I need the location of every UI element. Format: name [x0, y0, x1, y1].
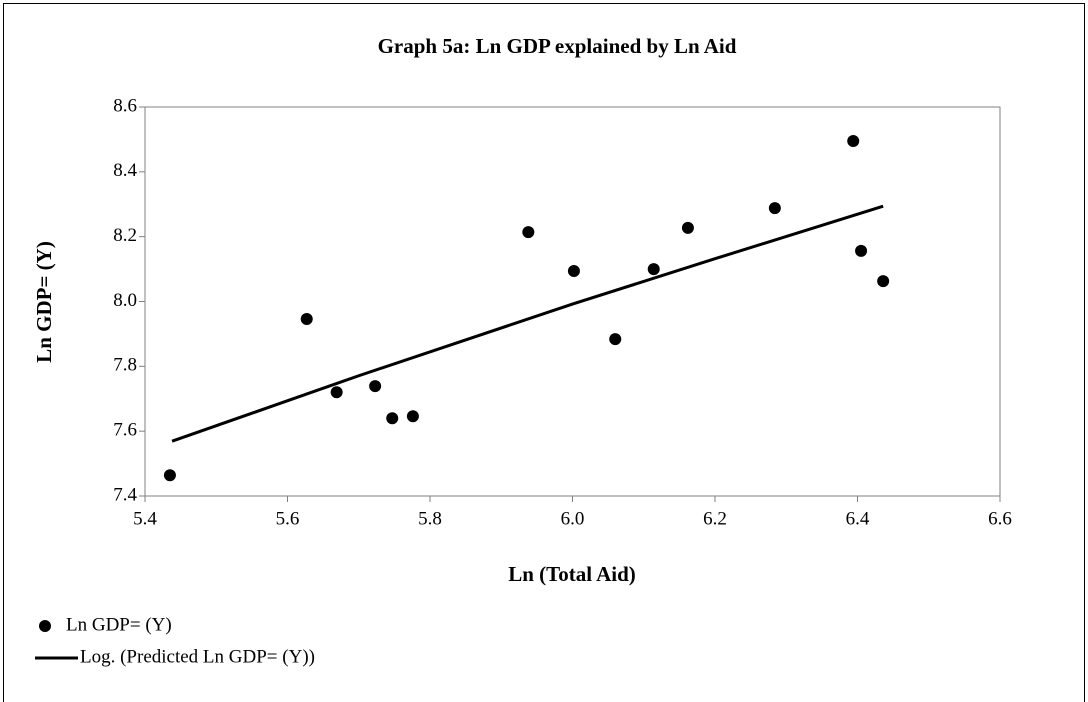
x-tick-label: 6.4 — [846, 508, 870, 529]
x-tick-label: 5.4 — [133, 508, 157, 529]
point — [369, 380, 382, 393]
y-tick-label: 8.6 — [113, 95, 137, 116]
point — [163, 469, 176, 482]
x-axis-label: Ln (Total Aid) — [508, 562, 636, 586]
point — [300, 313, 313, 326]
point — [330, 386, 343, 399]
point — [877, 275, 890, 288]
chart-title: Graph 5a: Ln GDP explained by Ln Aid — [378, 34, 737, 58]
y-tick-label: 8.4 — [113, 160, 137, 181]
y-tick-label: 7.6 — [113, 420, 137, 441]
point — [406, 410, 419, 423]
x-tick-label: 6.0 — [561, 508, 585, 529]
point — [567, 265, 580, 278]
legend-label: Ln GDP= (Y) — [66, 614, 172, 635]
point — [768, 202, 781, 215]
point — [855, 244, 868, 257]
y-tick-label: 7.4 — [113, 484, 137, 505]
x-tick-label: 5.8 — [418, 508, 442, 529]
x-tick-label: 6.6 — [988, 508, 1012, 529]
legend-marker — [39, 620, 51, 632]
y-axis-label: Ln GDP= (Y) — [32, 241, 56, 363]
x-tick-label: 5.6 — [276, 508, 300, 529]
point — [609, 333, 622, 346]
point — [681, 221, 694, 234]
y-tick-label: 8.0 — [113, 290, 137, 311]
point — [386, 412, 399, 425]
y-tick-label: 8.2 — [113, 225, 137, 246]
y-tick-label: 7.8 — [113, 355, 137, 376]
x-tick-label: 6.2 — [703, 508, 727, 529]
trend-line — [171, 204, 884, 443]
plot-area — [144, 106, 1001, 497]
point — [647, 263, 660, 276]
frame — [3, 3, 1085, 702]
legend-label: Log. (Predicted Ln GDP= (Y)) — [80, 646, 315, 667]
point — [847, 135, 860, 148]
point — [522, 226, 535, 239]
